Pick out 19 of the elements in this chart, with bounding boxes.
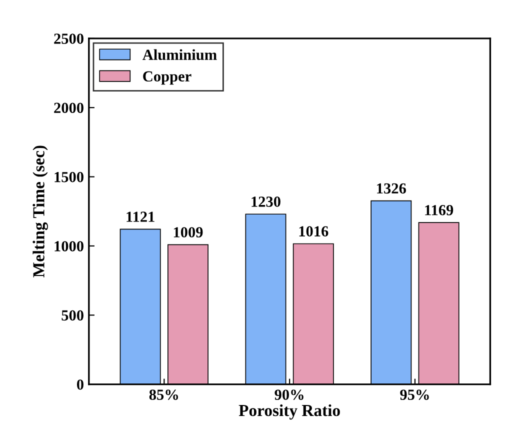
y-tick-label: 1000 (54, 241, 84, 252)
data-label: 1230 (252, 196, 280, 207)
data-label: 1016 (299, 226, 328, 236)
legend-label: Copper (143, 71, 192, 85)
data-label: 1009 (174, 227, 203, 238)
x-tick-label: 90% (274, 390, 304, 400)
y-tick-label: 500 (62, 310, 84, 321)
y-tick-label: 2000 (54, 102, 84, 114)
data-label: 1326 (377, 183, 406, 194)
y-tick-label: 2500 (54, 34, 84, 44)
x-tick-label: 85% (149, 390, 178, 400)
legend-label: Aluminium (142, 49, 217, 60)
y-axis-title: Melting Time (sec) (32, 146, 48, 278)
data-label: 1121 (126, 212, 154, 222)
x-tick-label: 95% (400, 390, 429, 400)
y-tick-label: 0 (76, 379, 84, 390)
data-label: 1169 (425, 205, 454, 216)
y-tick-label: 1500 (54, 172, 84, 182)
x-axis-title: Porosity Ratio (238, 404, 340, 420)
